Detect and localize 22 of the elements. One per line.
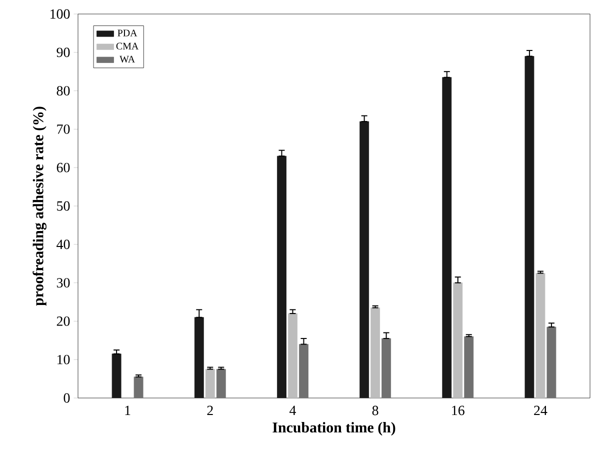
x-tick-label: 24 <box>534 406 548 416</box>
y-tick-label: 50 <box>57 201 70 211</box>
legend-label: WA <box>120 56 135 63</box>
x-tick-label: 8 <box>372 406 378 416</box>
legend-label: CMA <box>116 42 139 50</box>
legend-label: PDA <box>118 30 138 36</box>
y-tick-label: 10 <box>58 354 70 364</box>
y-tick-label: 80 <box>56 86 70 96</box>
x-tick-label: 16 <box>452 406 464 416</box>
y-axis-title: proofreading adhesive rate (%) <box>32 106 46 306</box>
x-tick-label: 2 <box>207 406 213 416</box>
y-tick-label: 0 <box>64 393 70 403</box>
x-tick-label: 4 <box>289 406 296 415</box>
x-tick-label: 1 <box>125 406 130 415</box>
x-axis-title: Incubation time (h) <box>272 422 396 436</box>
y-tick-label: 30 <box>56 278 70 288</box>
y-tick-label: 70 <box>57 124 70 134</box>
y-tick-label: 40 <box>56 240 70 250</box>
y-tick-label: 100 <box>50 9 70 19</box>
y-tick-label: 20 <box>56 316 70 326</box>
y-tick-label: 90 <box>56 48 70 58</box>
y-tick-label: 60 <box>56 162 70 172</box>
